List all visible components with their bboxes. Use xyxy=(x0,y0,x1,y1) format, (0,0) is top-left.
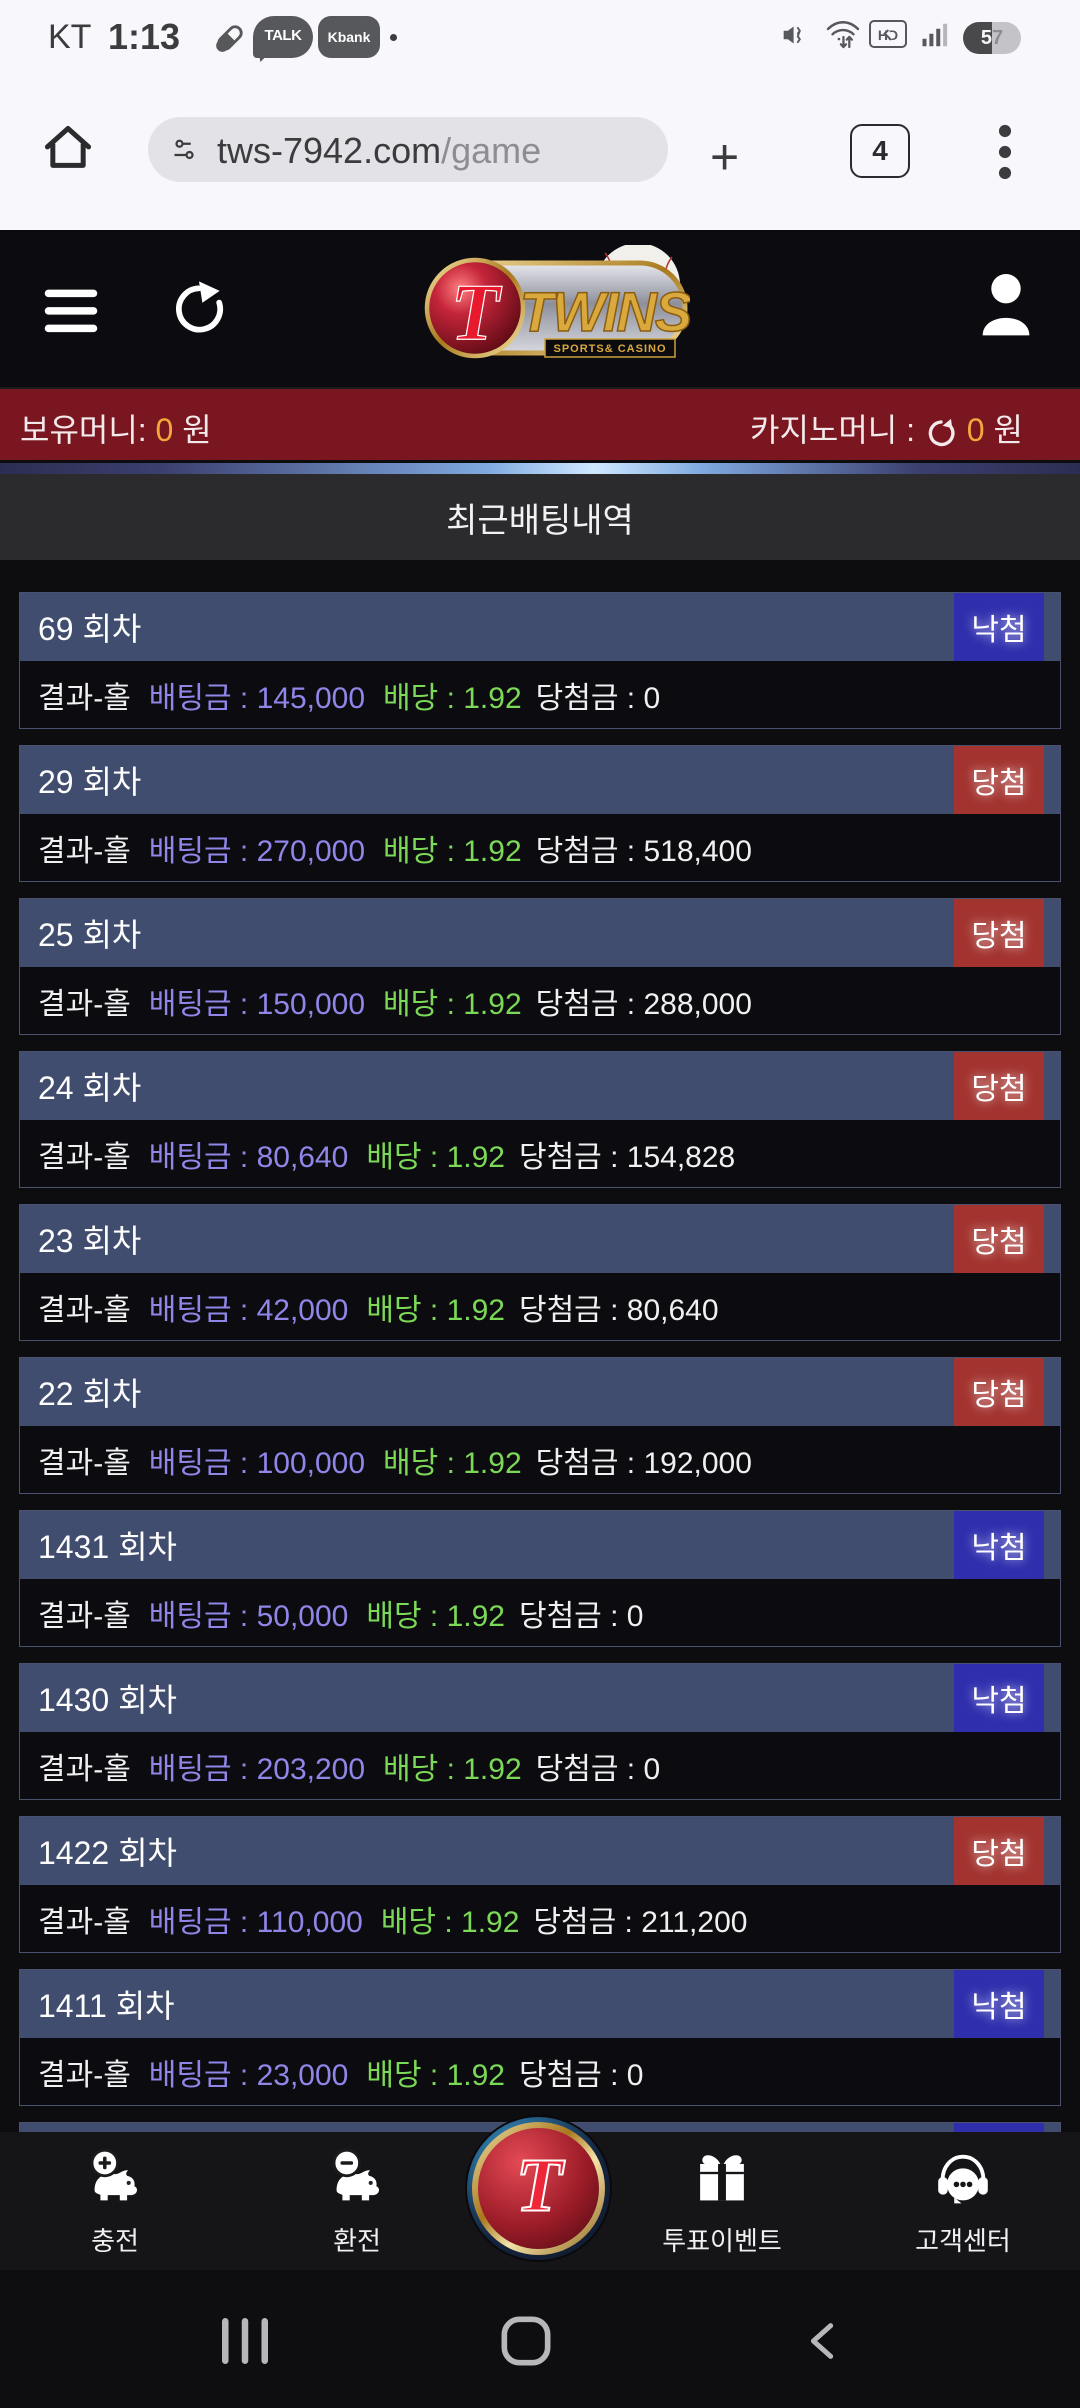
svg-text:T: T xyxy=(451,269,503,357)
svg-text:T: T xyxy=(515,2149,565,2228)
svg-text:TWINS: TWINS xyxy=(520,280,690,343)
svg-text:SPORTS& CASINO: SPORTS& CASINO xyxy=(553,343,666,355)
